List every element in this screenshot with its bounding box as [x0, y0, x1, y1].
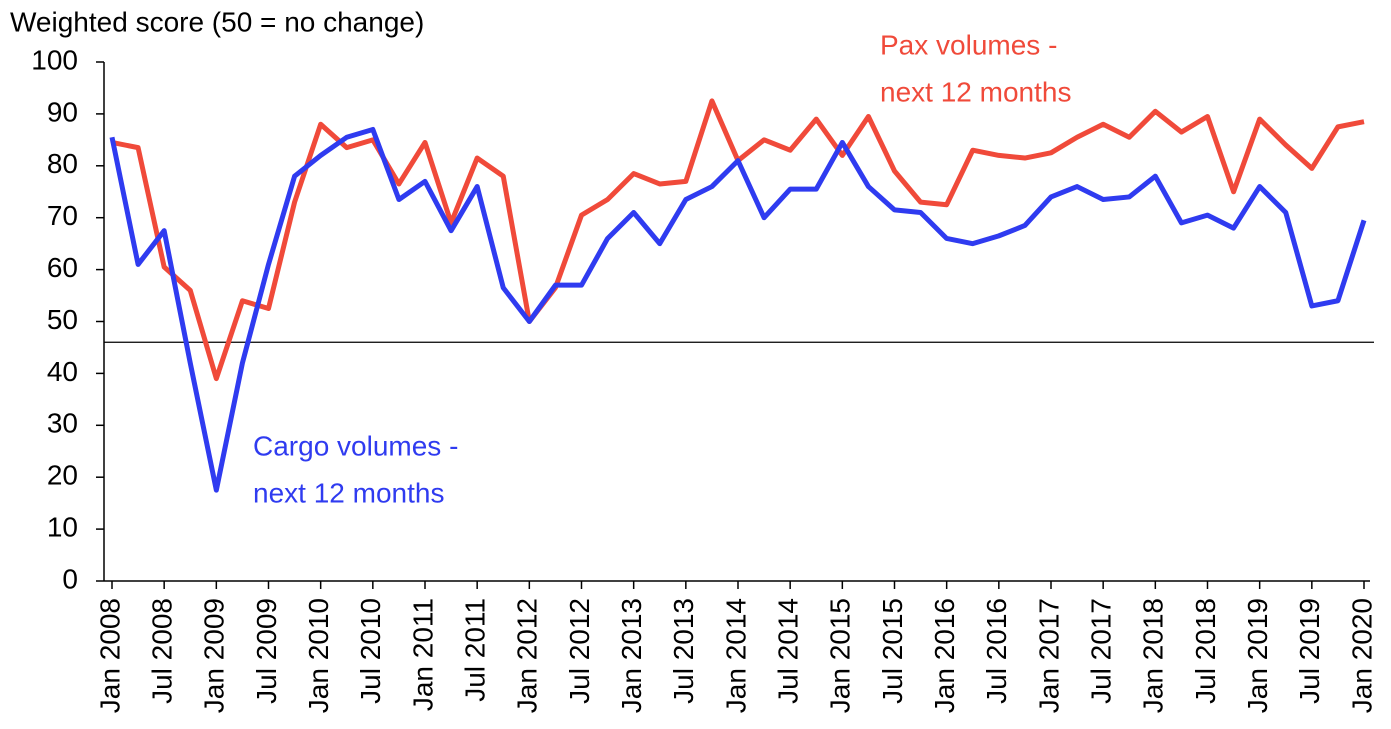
y-tick-label: 10: [47, 511, 78, 542]
x-tick-label: Jul 2011: [460, 598, 491, 702]
y-tick-label: 100: [31, 44, 78, 75]
x-tick-label: Jan 2019: [1242, 598, 1273, 713]
x-tick-label: Jul 2010: [355, 598, 386, 704]
annotation: next 12 months: [253, 477, 444, 508]
x-tick-label: Jan 2010: [303, 598, 334, 713]
x-tick-label: Jan 2009: [199, 598, 230, 713]
x-tick-label: Jul 2015: [877, 598, 908, 704]
y-tick-label: 80: [47, 148, 78, 179]
chart-title: Weighted score (50 = no change): [10, 6, 424, 37]
annotation: Cargo volumes -: [253, 430, 458, 461]
x-tick-label: Jan 2016: [929, 598, 960, 713]
y-tick-label: 20: [47, 460, 78, 491]
x-tick-label: Jan 2013: [616, 598, 647, 713]
y-tick-label: 50: [47, 304, 78, 335]
x-tick-label: Jul 2018: [1190, 598, 1221, 704]
x-tick-label: Jul 2014: [773, 598, 804, 704]
x-tick-label: Jul 2013: [668, 598, 699, 704]
series-line: [109, 126, 1367, 493]
x-tick-label: Jul 2017: [1086, 598, 1117, 704]
x-tick-label: Jan 2017: [1033, 598, 1064, 713]
x-tick-label: Jan 2015: [825, 598, 856, 713]
x-tick-label: Jul 2019: [1294, 598, 1325, 704]
y-tick-label: 90: [47, 96, 78, 127]
x-tick-label: Jan 2012: [512, 598, 543, 713]
y-tick-label: 60: [47, 252, 78, 283]
x-tick-label: Jan 2008: [94, 598, 125, 713]
x-tick-label: Jul 2009: [251, 598, 282, 704]
y-tick-label: 30: [47, 408, 78, 439]
x-tick-label: Jan 2011: [407, 598, 438, 711]
x-tick-label: Jul 2008: [147, 598, 178, 704]
x-tick-label: Jan 2020: [1346, 598, 1377, 713]
x-tick-label: Jan 2014: [720, 598, 751, 713]
x-tick-label: Jan 2018: [1138, 598, 1169, 713]
y-tick-label: 70: [47, 200, 78, 231]
annotation: next 12 months: [880, 76, 1071, 107]
y-tick-label: 0: [62, 563, 78, 594]
series-line: [111, 98, 1365, 382]
x-tick-label: Jul 2012: [564, 598, 595, 704]
x-tick-label: Jul 2016: [981, 598, 1012, 704]
y-tick-label: 40: [47, 356, 78, 387]
annotation: Pax volumes -: [880, 29, 1057, 60]
